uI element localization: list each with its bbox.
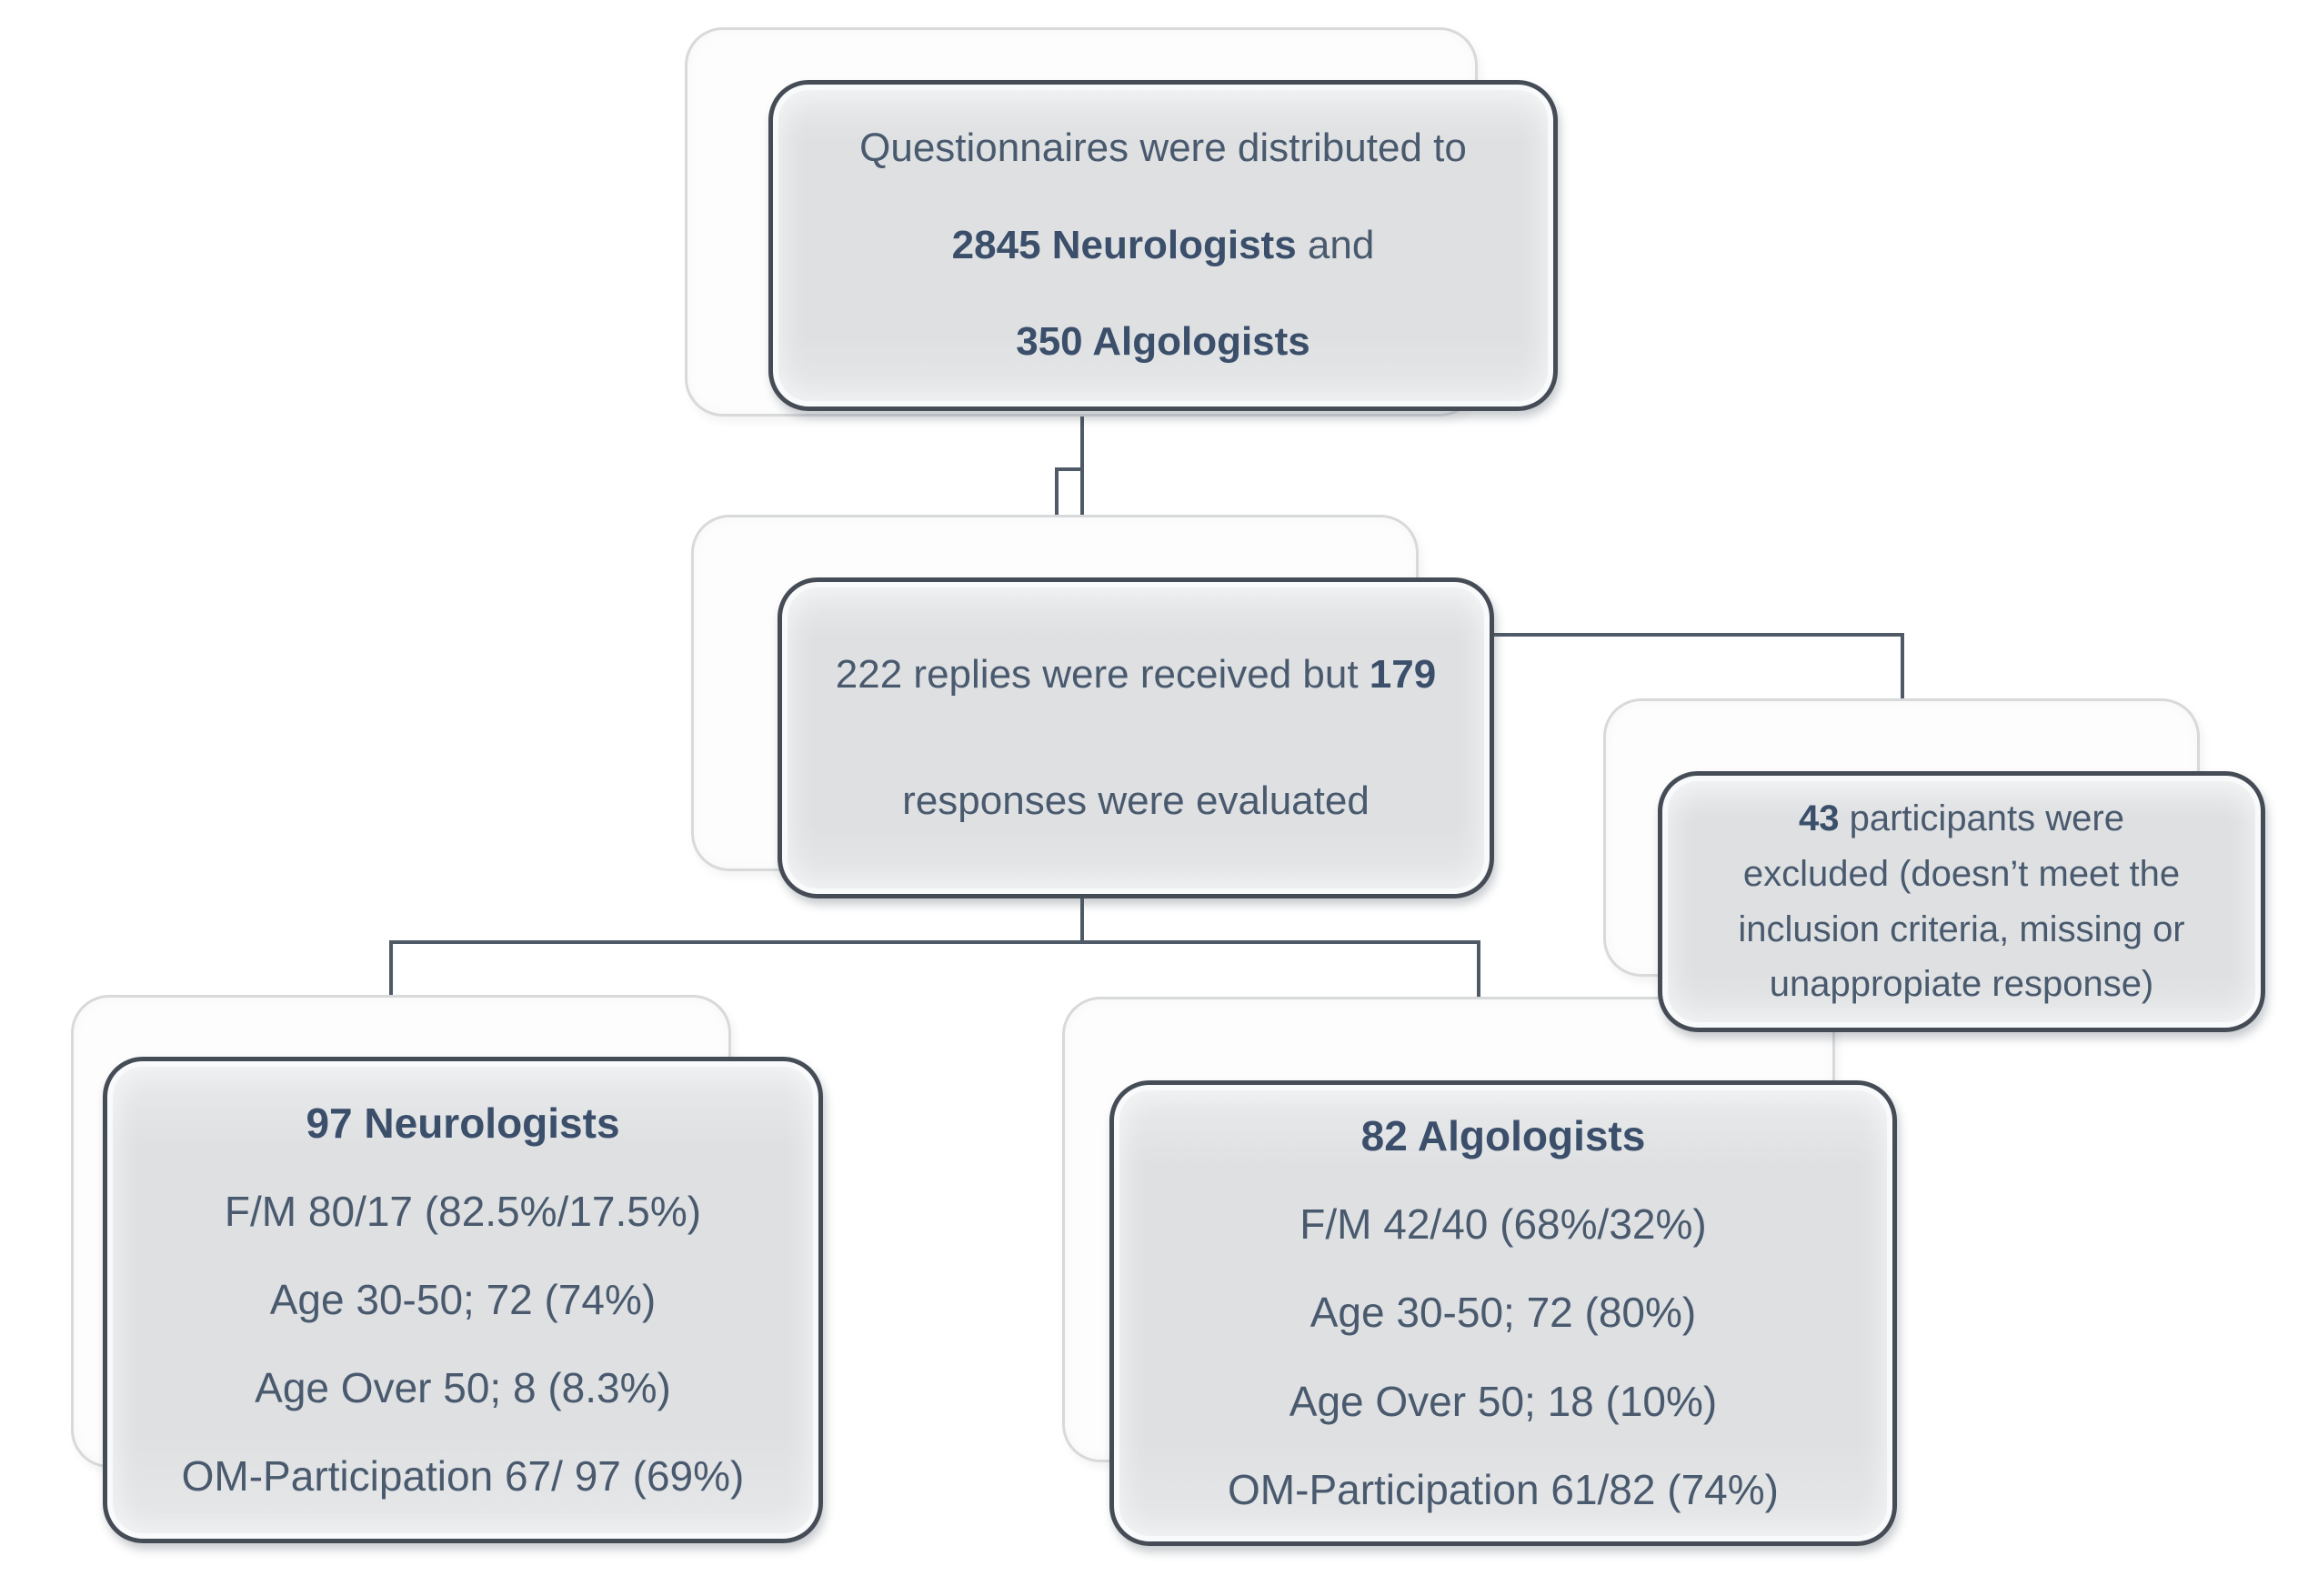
neurologists-om-participation-row: OM-Participation 67/ 97 (69%): [181, 1452, 745, 1501]
algologists-age-over-50-row: Age Over 50; 18 (10%): [1289, 1377, 1718, 1425]
neurologists-age-30-50-row: Age 30-50; 72 (74%): [269, 1275, 657, 1323]
node-algologists: 82 Algologists F/M 42/40 (68%/32%) Age 3…: [1109, 1080, 1897, 1546]
algologists-om-participation-row: OM-Participation 61/82 (74%): [1228, 1465, 1779, 1513]
distributed-line-1: Questionnaires were distributed to: [859, 125, 1467, 170]
node-distributed: Questionnaires were distributed to 2845 …: [768, 80, 1558, 411]
excluded-line-2: excluded (doesn’t meet the: [1742, 853, 2181, 894]
neurologists-gender-row: F/M 80/17 (82.5%/17.5%): [224, 1187, 702, 1235]
distributed-neurologists-count: 2845 Neurologists: [951, 222, 1297, 267]
replies-evaluated-count: 179: [1369, 651, 1437, 697]
distributed-algologists-count: 350 Algologists: [1016, 319, 1310, 365]
neurologists-title: 97 Neurologists: [306, 1099, 620, 1147]
replies-line-1-text: 222 replies were received but: [835, 651, 1370, 697]
algologists-age-30-50-row: Age 30-50; 72 (80%): [1310, 1289, 1697, 1337]
distributed-line-2: 2845 Neurologists and: [952, 222, 1375, 270]
excluded-line-1: 43 participants were: [1799, 791, 2124, 847]
replies-line-2: responses were evaluated: [902, 778, 1370, 823]
excluded-count: 43: [1799, 798, 1840, 838]
node-excluded: 43 participants were excluded (doesn’t m…: [1658, 771, 2265, 1032]
node-replies: 222 replies were received but 179 respon…: [778, 577, 1494, 898]
node-neurologists: 97 Neurologists F/M 80/17 (82.5%/17.5%) …: [103, 1057, 823, 1543]
excluded-line-4: unappropiate response): [1769, 964, 2154, 1005]
replies-line-1: 222 replies were received but 179: [836, 651, 1436, 699]
excluded-line-1-rest: participants were: [1839, 798, 2124, 838]
excluded-line-3: inclusion criteria, missing or: [1738, 908, 2185, 949]
neurologists-age-over-50-row: Age Over 50; 8 (8.3%): [255, 1364, 671, 1412]
distributed-line-2-rest: and: [1296, 222, 1375, 267]
algologists-gender-row: F/M 42/40 (68%/32%): [1300, 1200, 1707, 1249]
algologists-title: 82 Algologists: [1360, 1112, 1646, 1160]
